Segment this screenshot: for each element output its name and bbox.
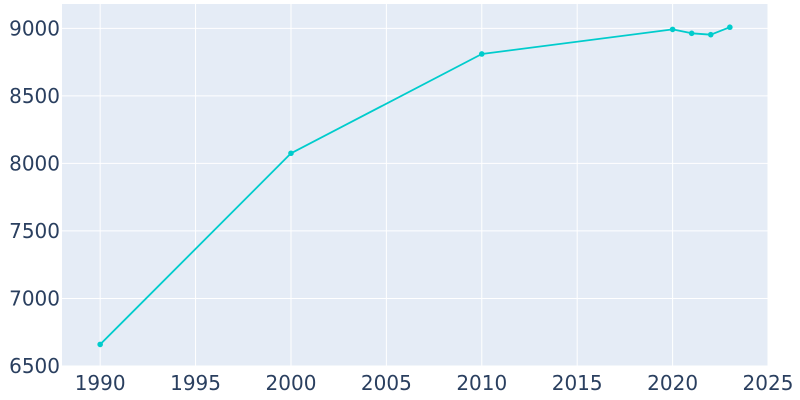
data-point[interactable] [707, 31, 714, 38]
data-point[interactable] [727, 24, 733, 31]
data-point[interactable] [478, 51, 485, 57]
y-axis: 6500 7000 7500 8000 8500 9000 [9, 16, 60, 378]
y-tick-label: 7000 [9, 286, 60, 310]
series-group [97, 24, 733, 348]
y-tick-label: 8500 [9, 84, 60, 108]
data-point[interactable] [97, 341, 103, 348]
x-tick-label: 2010 [456, 371, 507, 395]
data-point[interactable] [288, 150, 294, 157]
y-tick-label: 8000 [9, 151, 60, 175]
x-tick-label: 2000 [266, 371, 317, 395]
y-tick-label: 7500 [9, 219, 60, 243]
x-tick-label: 2020 [647, 371, 698, 395]
data-point[interactable] [669, 26, 676, 33]
data-point[interactable] [688, 30, 695, 37]
x-tick-label: 2005 [361, 371, 412, 395]
x-tick-label: 1995 [170, 371, 221, 395]
x-axis: 1990 1995 2000 2005 2010 2015 2020 2025 [75, 371, 794, 395]
x-tick-label: 2025 [743, 371, 794, 395]
y-tick-label: 9000 [9, 16, 60, 40]
y-tick-label: 6500 [9, 354, 60, 378]
x-tick-label: 1990 [75, 371, 126, 395]
gridlines [62, 4, 769, 367]
plot-area [62, 4, 768, 366]
x-tick-label: 2015 [552, 371, 603, 395]
